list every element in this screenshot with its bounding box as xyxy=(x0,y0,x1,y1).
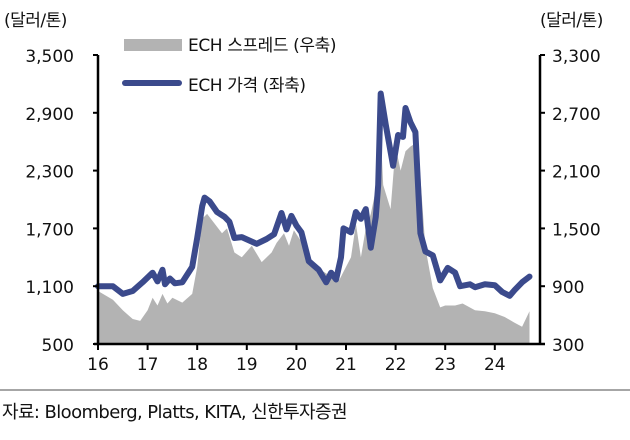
price-line xyxy=(95,90,533,299)
x-tick-label: 19 xyxy=(236,355,258,375)
legend-price-swatch xyxy=(122,80,182,86)
right-tick-label: 900 xyxy=(552,278,584,298)
right-tick-label: 2,700 xyxy=(552,105,601,125)
right-tick-label: 1,500 xyxy=(552,220,601,240)
x-tick-label: 20 xyxy=(286,355,308,375)
left-tick-label: 1,700 xyxy=(25,220,74,240)
x-tick-label: 17 xyxy=(137,355,159,375)
spread-area xyxy=(98,132,530,344)
source-divider xyxy=(0,389,630,391)
tick-labels: 3,500 2,900 2,300 1,700 1,100 500 3,300 2,700 2,… xyxy=(25,47,600,375)
right-axis-unit: (달러/톤) xyxy=(540,11,603,31)
right-tick-label: 2,100 xyxy=(552,163,601,183)
left-tick-label: 3,500 xyxy=(25,47,74,67)
x-tick-label: 18 xyxy=(186,355,208,375)
left-tick-label: 2,300 xyxy=(25,163,74,183)
chart-canvas: 3,500 2,900 2,300 1,700 1,100 500 3,300 2,700 2,… xyxy=(25,47,600,375)
x-tick-label: 22 xyxy=(385,355,407,375)
x-tick-label: 24 xyxy=(484,355,506,375)
x-tick-label: 21 xyxy=(335,355,357,375)
left-tick-label: 2,900 xyxy=(25,105,74,125)
legend-price-label: ECH 가격 (좌축) xyxy=(188,76,306,96)
left-tick-label: 1,100 xyxy=(25,278,74,298)
axes xyxy=(93,54,545,350)
source-note: 자료: Bloomberg, Platts, KITA, 신한투자증권 xyxy=(2,402,348,423)
legend-spread-swatch xyxy=(124,39,182,51)
left-axis-unit: (달러/톤) xyxy=(4,11,67,31)
x-tick-label: 16 xyxy=(87,355,109,375)
legend-spread-label: ECH 스프레드 (우축) xyxy=(188,36,337,56)
right-tick-label: 3,300 xyxy=(552,47,601,67)
x-tick-label: 23 xyxy=(434,355,456,375)
right-tick-label: 300 xyxy=(552,336,584,356)
left-tick-label: 500 xyxy=(42,336,74,356)
